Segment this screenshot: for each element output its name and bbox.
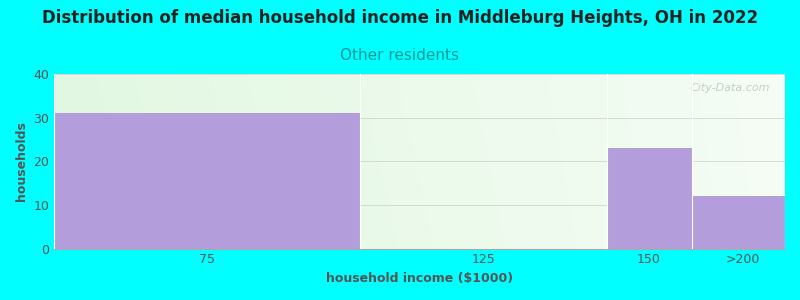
Bar (606, 148, 691, 249)
Y-axis label: households: households (15, 122, 28, 201)
Text: Distribution of median household income in Middleburg Heights, OH in 2022: Distribution of median household income … (42, 9, 758, 27)
X-axis label: household income ($1000): household income ($1000) (326, 272, 514, 285)
Text: City-Data.com: City-Data.com (691, 83, 770, 93)
Bar (54, 113, 360, 249)
Bar (691, 196, 785, 249)
Text: Other residents: Other residents (341, 48, 459, 63)
